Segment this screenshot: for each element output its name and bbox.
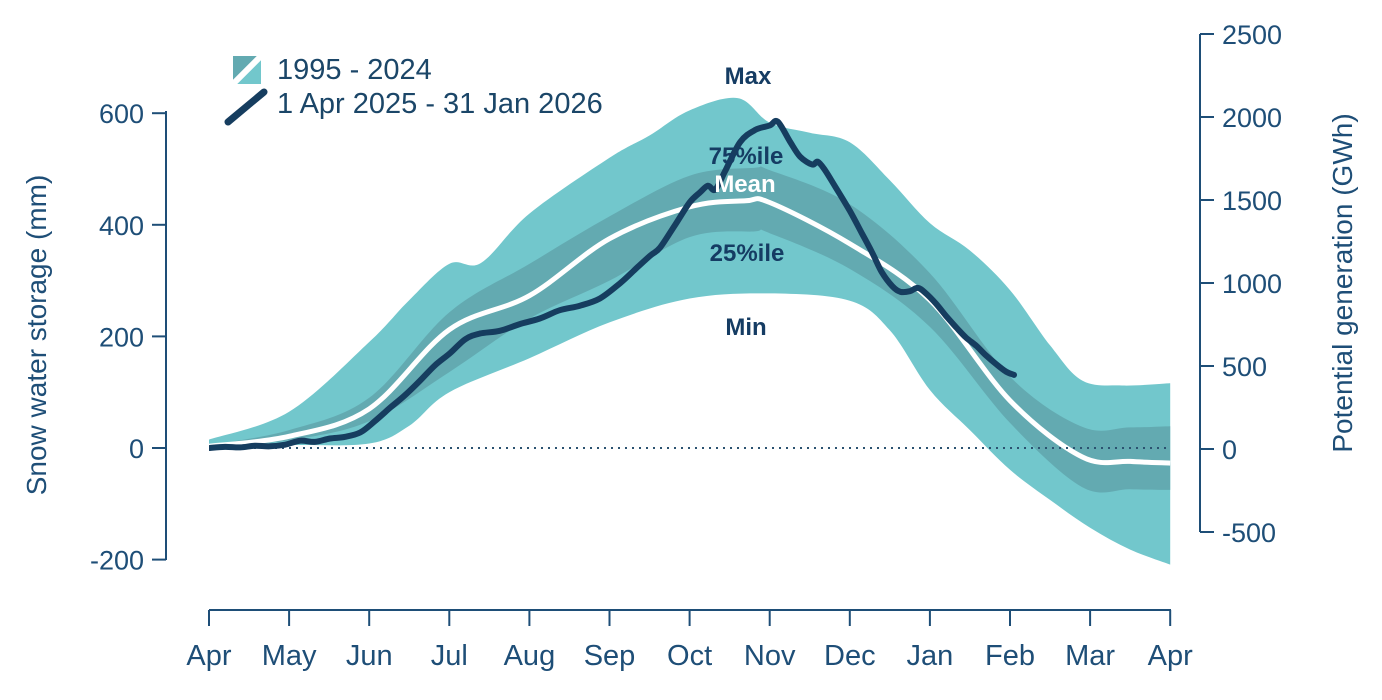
annotation-min: Min xyxy=(725,314,766,341)
x-axis-month-label: Feb xyxy=(985,640,1035,672)
left-axis-tick-label: 200 xyxy=(99,322,144,352)
x-axis-month-label: Oct xyxy=(667,640,712,672)
right-axis-tick-label: -500 xyxy=(1222,518,1276,548)
annotation-max: Max xyxy=(725,63,772,90)
left-axis-title: Snow water storage (mm) xyxy=(21,175,52,496)
right-axis-tick-label: 2000 xyxy=(1222,103,1282,133)
legend-band-swatch xyxy=(227,50,267,90)
x-axis-month-label: Jun xyxy=(346,640,393,672)
x-axis-month-label: Apr xyxy=(186,640,231,672)
left-axis-tick-label: -200 xyxy=(90,546,144,576)
right-axis-tick-label: 0 xyxy=(1222,435,1237,465)
annotation-mean: Mean xyxy=(714,171,775,198)
right-axis-tick-label: 500 xyxy=(1222,352,1267,382)
series-layer xyxy=(209,97,1171,565)
annotation-75ile: 75%ile xyxy=(709,143,784,170)
x-axis-month-label: Jul xyxy=(431,640,468,672)
x-axis-month-label: Apr xyxy=(1148,640,1193,672)
right-axis-tick-label: 2500 xyxy=(1222,20,1282,50)
x-axis-month-label: Dec xyxy=(824,640,876,672)
x-axis-month-label: Aug xyxy=(504,640,556,672)
x-axis-month-label: Sep xyxy=(584,640,636,672)
x-axis-month-label: Mar xyxy=(1065,640,1115,672)
axes-layer: 6004002000-20025002000150010005000-500Ap… xyxy=(90,20,1282,672)
legend-line-swatch xyxy=(224,88,268,126)
right-axis-title: Potential generation (GWh) xyxy=(1327,113,1358,452)
annotation-25ile: 25%ile xyxy=(710,240,785,267)
band-25-75-percentile xyxy=(209,166,1171,493)
x-axis-month-label: May xyxy=(262,640,317,672)
current-season-line xyxy=(209,117,1017,451)
legend-band-label: 1995 - 2024 xyxy=(277,54,432,86)
left-axis-tick-label: 600 xyxy=(99,99,144,129)
left-axis-tick-label: 0 xyxy=(129,434,144,464)
legend-line-label: 1 Apr 2025 - 31 Jan 2026 xyxy=(277,88,603,120)
right-axis-tick-label: 1000 xyxy=(1222,269,1282,299)
x-axis-month-label: Nov xyxy=(744,640,796,672)
mean-line xyxy=(209,196,1171,466)
legend: 1995 - 2024 1 Apr 2025 - 31 Jan 2026 xyxy=(224,50,603,126)
right-axis-tick-label: 1500 xyxy=(1222,186,1282,216)
band-min-max-1995-2024 xyxy=(209,97,1171,565)
x-axis-month-label: Jan xyxy=(907,640,954,672)
left-axis-tick-label: 400 xyxy=(99,211,144,241)
